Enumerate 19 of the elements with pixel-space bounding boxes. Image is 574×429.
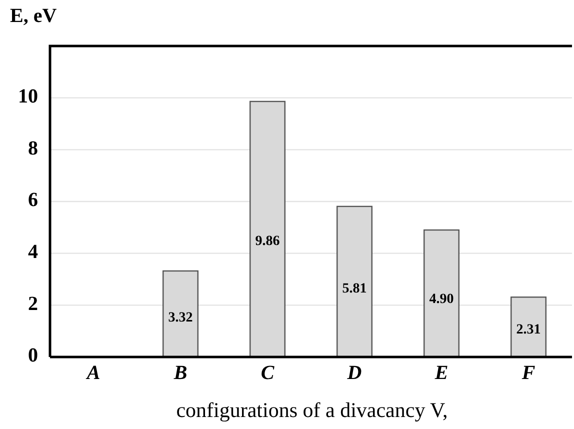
- x-tick-label: A: [84, 362, 100, 384]
- data-label: 2.31: [516, 322, 541, 338]
- data-label: 5.81: [342, 281, 367, 296]
- x-tick-label: F: [520, 362, 536, 384]
- x-tick-label: D: [346, 362, 362, 384]
- y-tick-label: 0: [28, 344, 38, 367]
- x-axis-title: configurations of a divacancy V,: [176, 398, 448, 422]
- y-tick-label: 8: [28, 137, 38, 160]
- data-label: 3.32: [168, 310, 193, 326]
- y-tick-label: 10: [18, 85, 38, 108]
- y-axis-title: E, eV: [10, 5, 58, 27]
- x-tick-label: E: [434, 362, 448, 384]
- x-tick-label: B: [172, 362, 188, 384]
- y-tick-label: 4: [28, 240, 38, 263]
- y-tick-label: 2: [28, 292, 38, 315]
- x-tick-label: C: [260, 362, 275, 384]
- y-tick-label: 6: [28, 189, 38, 212]
- data-label: 9.86: [255, 234, 280, 250]
- data-label: 4.90: [429, 292, 454, 308]
